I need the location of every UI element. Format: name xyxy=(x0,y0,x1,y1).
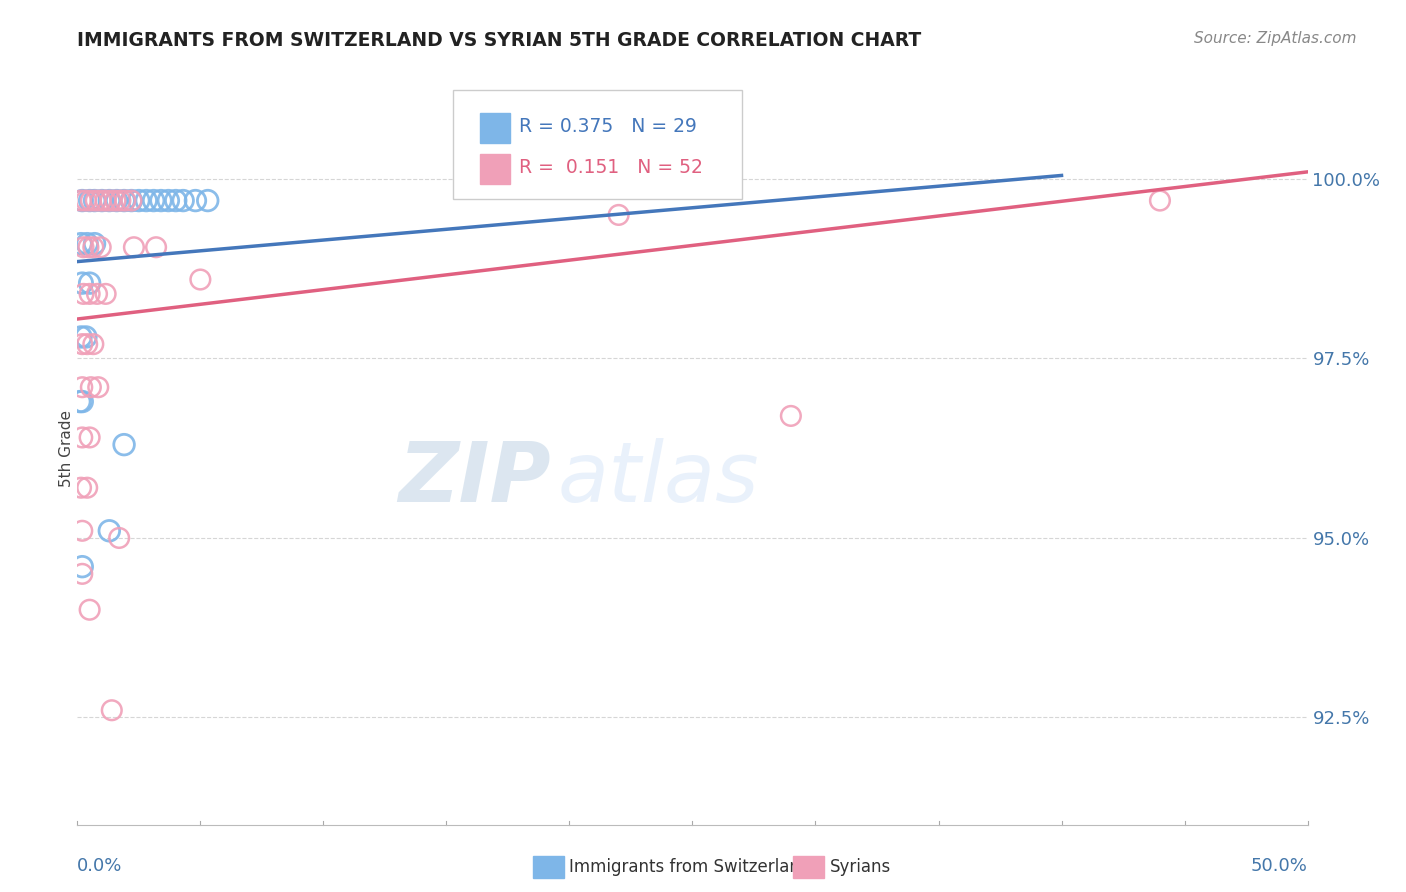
Point xyxy=(157,194,180,208)
FancyBboxPatch shape xyxy=(479,154,510,185)
Point xyxy=(83,236,105,251)
Point xyxy=(112,194,135,208)
Point xyxy=(90,194,114,208)
Point xyxy=(150,194,173,208)
Point xyxy=(90,194,112,208)
Text: Immigrants from Switzerland: Immigrants from Switzerland xyxy=(569,858,811,876)
Point xyxy=(84,194,107,208)
Point xyxy=(75,194,97,208)
Point xyxy=(82,337,104,351)
Point xyxy=(105,194,128,208)
FancyBboxPatch shape xyxy=(479,112,510,143)
Point xyxy=(70,337,93,351)
Point xyxy=(101,703,124,717)
Point xyxy=(76,337,98,351)
Point xyxy=(82,240,104,254)
Point xyxy=(80,194,103,208)
Point xyxy=(70,194,93,208)
Point xyxy=(122,240,145,254)
Point xyxy=(70,194,93,208)
Point xyxy=(135,194,157,208)
Point xyxy=(165,194,187,208)
Text: Source: ZipAtlas.com: Source: ZipAtlas.com xyxy=(1194,31,1357,46)
Point xyxy=(780,409,803,423)
Point xyxy=(94,194,117,208)
Point xyxy=(98,524,121,538)
Point xyxy=(79,603,101,617)
Point xyxy=(79,286,101,301)
Point xyxy=(70,380,93,394)
Text: atlas: atlas xyxy=(557,438,759,519)
Point xyxy=(83,194,105,208)
Point xyxy=(86,286,108,301)
Point xyxy=(112,437,135,451)
Text: ZIP: ZIP xyxy=(398,438,551,519)
Point xyxy=(104,194,127,208)
Point xyxy=(79,276,101,290)
Text: IMMIGRANTS FROM SWITZERLAND VS SYRIAN 5TH GRADE CORRELATION CHART: IMMIGRANTS FROM SWITZERLAND VS SYRIAN 5T… xyxy=(77,31,921,50)
Point xyxy=(79,430,101,444)
Point xyxy=(98,194,121,208)
Text: R = 0.375   N = 29: R = 0.375 N = 29 xyxy=(519,117,697,136)
Point xyxy=(76,481,98,495)
Point xyxy=(79,194,101,208)
Point xyxy=(70,566,93,581)
Point xyxy=(100,194,122,208)
Point xyxy=(75,330,97,344)
Point xyxy=(121,194,143,208)
Point xyxy=(197,194,219,208)
Point xyxy=(90,240,112,254)
Point xyxy=(70,236,93,251)
Point xyxy=(70,330,93,344)
Point xyxy=(184,194,207,208)
Point xyxy=(80,380,103,394)
Text: 0.0%: 0.0% xyxy=(77,857,122,875)
Point xyxy=(70,276,93,290)
Point xyxy=(72,240,94,254)
Point xyxy=(145,240,167,254)
Point xyxy=(69,394,91,409)
Point xyxy=(70,524,93,538)
Point xyxy=(142,194,165,208)
Point xyxy=(607,208,630,222)
Point xyxy=(114,194,136,208)
Point xyxy=(70,430,93,444)
Point xyxy=(1149,194,1171,208)
FancyBboxPatch shape xyxy=(453,90,742,200)
Point xyxy=(110,194,132,208)
Point xyxy=(77,240,100,254)
Point xyxy=(76,236,98,251)
Y-axis label: 5th Grade: 5th Grade xyxy=(59,409,75,487)
Text: 50.0%: 50.0% xyxy=(1251,857,1308,875)
Point xyxy=(188,272,212,286)
Text: R =  0.151   N = 52: R = 0.151 N = 52 xyxy=(519,158,703,177)
Point xyxy=(128,194,150,208)
Point xyxy=(87,380,110,394)
Text: Syrians: Syrians xyxy=(830,858,891,876)
Point xyxy=(108,531,131,545)
Point xyxy=(70,559,93,574)
Point xyxy=(70,481,93,495)
Point xyxy=(94,286,117,301)
Point xyxy=(172,194,194,208)
Point xyxy=(70,394,93,409)
Point xyxy=(121,194,143,208)
Point xyxy=(72,286,94,301)
